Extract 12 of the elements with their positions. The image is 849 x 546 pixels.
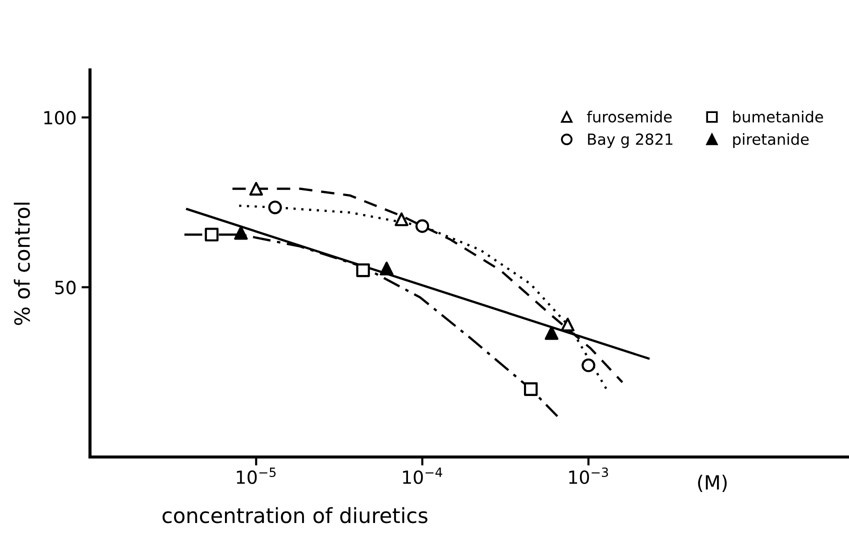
legend-label: bumetanide bbox=[733, 110, 824, 123]
y-tick-label: 50 bbox=[55, 280, 76, 294]
legend-label: furosemide bbox=[586, 110, 672, 123]
y-tick-label: 100 bbox=[44, 110, 76, 125]
legend-label: Bay g 2821 bbox=[588, 133, 672, 148]
legend-label: piretanide bbox=[733, 133, 809, 148]
x-axis-title: concentration of diuretics bbox=[162, 507, 428, 524]
x-tick-label: 10$^{−3}$ bbox=[569, 467, 608, 484]
text: (M) bbox=[698, 474, 727, 492]
x-tick-label: 10$^{−4}$ bbox=[403, 468, 442, 484]
y-axis-title: % of control bbox=[14, 202, 30, 325]
x-tick-label: 10$^{−5}$ bbox=[236, 468, 276, 484]
